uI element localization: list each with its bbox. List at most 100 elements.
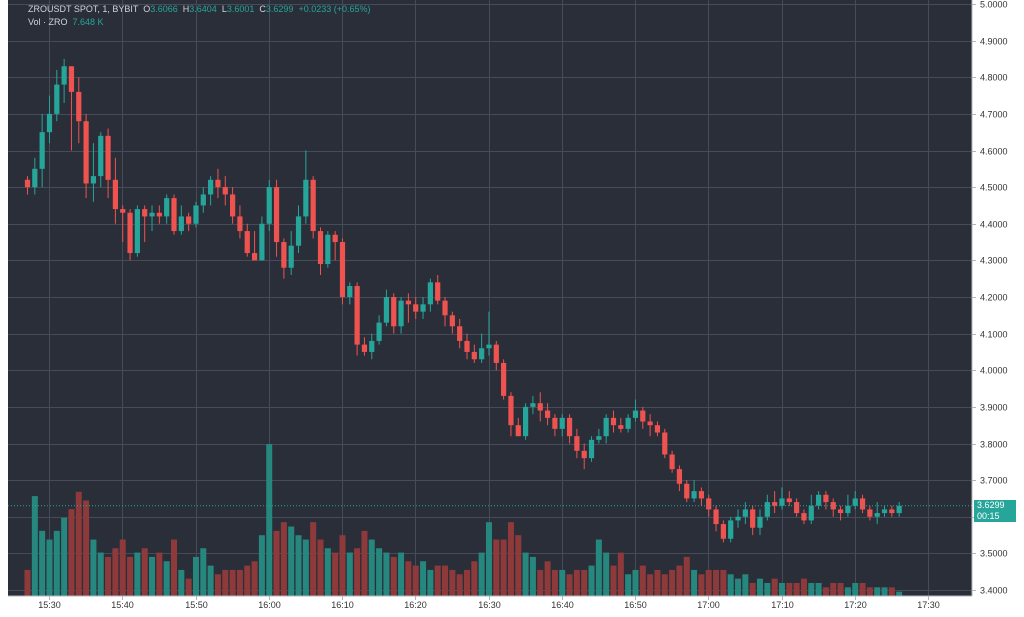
candle-body — [281, 242, 287, 268]
volume-bar — [383, 552, 390, 596]
volume-bar — [815, 582, 822, 596]
candle-body — [361, 344, 368, 352]
candle — [493, 340, 499, 371]
candle-body — [720, 524, 726, 539]
candle-body — [596, 436, 602, 440]
candle-body — [303, 179, 309, 217]
candle — [662, 428, 668, 459]
volume-bar — [302, 539, 309, 596]
open-value: 3.6066 — [150, 4, 178, 14]
volume-bar — [185, 578, 192, 596]
candle — [310, 176, 316, 239]
candles — [24, 58, 902, 543]
candle-body — [757, 516, 763, 528]
volume-label[interactable]: Vol · ZRO — [28, 17, 68, 27]
candle-body — [405, 300, 411, 305]
volume-bar — [500, 539, 507, 596]
candle — [361, 337, 368, 356]
volume-bar — [588, 565, 595, 596]
candle — [691, 480, 697, 503]
candle — [435, 275, 441, 305]
volume-bar — [178, 569, 185, 596]
candle — [215, 168, 221, 199]
candle — [742, 502, 748, 525]
candle-body — [200, 194, 206, 206]
candle-body — [867, 509, 873, 517]
volume-bar — [603, 552, 610, 596]
candle — [632, 399, 639, 422]
candle — [720, 520, 726, 543]
candle — [449, 311, 455, 334]
candle — [303, 150, 309, 224]
low-label: L — [221, 4, 227, 14]
candle-body — [874, 513, 880, 517]
volume-bar — [434, 565, 441, 596]
volume-bar — [405, 561, 412, 596]
candle-body — [112, 179, 118, 210]
volume-bar — [866, 587, 873, 596]
candle-body — [523, 406, 529, 437]
volume-legend: Vol · ZRO 7.648 K — [28, 17, 104, 27]
candle — [383, 289, 390, 327]
candle-body — [420, 304, 426, 312]
volume-bar — [669, 569, 676, 596]
candle — [347, 282, 353, 305]
candle-body — [230, 194, 236, 217]
candle — [713, 505, 719, 532]
volume-bar — [485, 522, 492, 596]
candle — [413, 297, 419, 319]
candle-body — [610, 417, 617, 426]
volume-bar — [449, 569, 456, 596]
candle — [508, 392, 514, 437]
candle-body — [347, 286, 353, 297]
volume-bar — [471, 561, 478, 596]
candle — [149, 205, 155, 232]
volume-bar — [207, 565, 214, 596]
volume-bar — [295, 535, 302, 596]
candle — [295, 205, 302, 254]
candle-body — [559, 417, 565, 429]
volume-bar — [149, 556, 156, 596]
volume-bar — [376, 548, 383, 596]
candle — [603, 414, 609, 444]
candle-body — [742, 509, 748, 517]
candle-body — [134, 209, 140, 254]
candle — [794, 498, 800, 517]
volume-bar — [595, 539, 602, 596]
candle — [479, 333, 485, 363]
candle — [559, 414, 565, 437]
price-tick-label: 3.7000 — [980, 476, 1008, 486]
candle-body — [676, 469, 683, 484]
candle — [251, 231, 258, 261]
volume-bar — [361, 530, 368, 596]
candle-body — [83, 121, 89, 184]
volume-bar — [617, 552, 624, 596]
symbol-label[interactable]: ZROUSDT SPOT, 1, BYBIT — [28, 4, 139, 14]
candle — [486, 311, 492, 356]
candle-body — [588, 439, 595, 459]
open-label: O — [143, 4, 151, 14]
candle-body — [251, 253, 258, 261]
volume-bar — [427, 569, 434, 596]
candle — [523, 403, 529, 440]
volume-bar — [236, 569, 243, 596]
volume-bar — [24, 569, 31, 596]
volume-bar — [837, 582, 844, 596]
price-tick-label: 5.0000 — [980, 0, 1008, 10]
candle-body — [501, 362, 507, 396]
price-tick-label: 4.7000 — [980, 110, 1008, 120]
candle — [420, 297, 426, 319]
candle — [845, 494, 851, 517]
candle — [193, 201, 199, 228]
volume-bar — [200, 548, 207, 596]
candle — [544, 403, 551, 426]
candle — [376, 315, 382, 345]
volume-bar — [808, 582, 815, 596]
candle-body — [98, 135, 104, 177]
volume-bar — [559, 569, 566, 596]
candle — [46, 95, 53, 144]
candle — [457, 318, 463, 349]
candle — [391, 293, 397, 334]
volume-bar — [830, 582, 837, 596]
